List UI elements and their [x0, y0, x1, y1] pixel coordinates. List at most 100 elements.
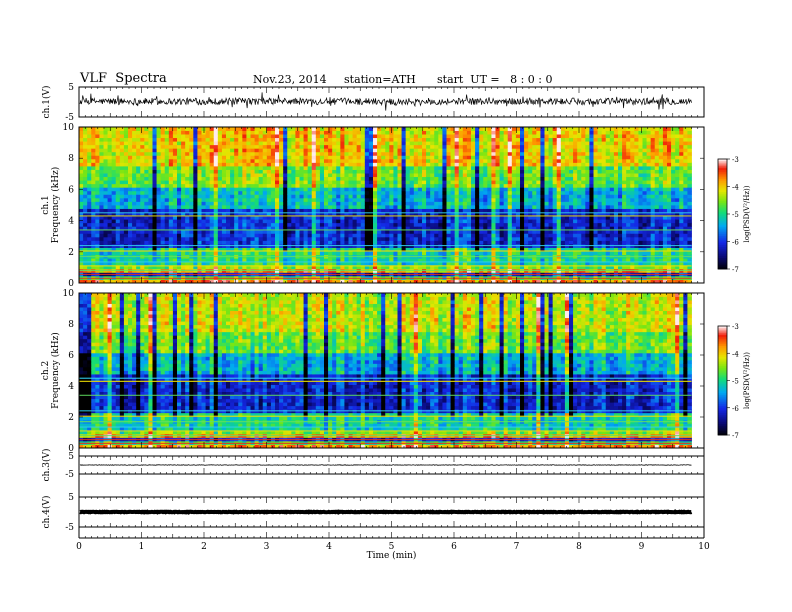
- spectrogram-cell: [217, 205, 223, 209]
- spectrogram-cell: [213, 194, 219, 199]
- spectrogram-cell: [324, 173, 329, 178]
- spectrogram-cell: [438, 183, 443, 188]
- spectrogram-cell: [250, 173, 255, 178]
- spectrogram-cell: [91, 190, 96, 195]
- spectrogram-cell: [266, 134, 272, 139]
- spectrogram-cell: [238, 151, 243, 156]
- spectrogram-cell: [348, 222, 353, 227]
- spectrogram-cell: [417, 148, 423, 153]
- spectrogram-cell: [152, 166, 157, 170]
- spectrogram-cell: [352, 176, 358, 181]
- spectrogram-cell: [283, 134, 288, 139]
- spectrogram-cell: [446, 151, 451, 156]
- spectrogram-cell: [377, 180, 382, 185]
- spectrogram-cell: [136, 233, 141, 238]
- spectrogram-cell: [230, 247, 235, 252]
- spectrogram-cell: [144, 247, 149, 252]
- spectrogram-cell: [462, 258, 468, 263]
- spectrogram-cell: [356, 194, 362, 199]
- spectrogram-cell: [413, 233, 419, 238]
- spectrogram-cell: [250, 226, 255, 231]
- spectrogram-cell: [507, 130, 513, 135]
- spectrogram-cell: [507, 141, 513, 146]
- spectrogram-cell: [119, 127, 125, 131]
- spectrogram-cell: [132, 212, 137, 217]
- spectrogram-cell: [136, 215, 141, 220]
- spectrogram-cell: [189, 162, 194, 167]
- spectrogram-cell: [458, 151, 464, 156]
- spectrogram-cell: [197, 205, 202, 209]
- spectrogram-cell: [262, 201, 268, 206]
- spectrogram-cell: [299, 222, 304, 227]
- spectrogram-cell: [442, 222, 447, 227]
- spectrogram-cell: [189, 215, 194, 220]
- spectrogram-cell: [442, 205, 447, 209]
- spectrogram-cell: [234, 194, 239, 199]
- spectrogram-cell: [340, 265, 345, 270]
- spectrogram-cell: [381, 169, 386, 174]
- spectrogram-cell: [242, 158, 247, 163]
- spectrogram-cell: [144, 233, 149, 238]
- spectrogram-cell: [328, 236, 333, 241]
- spectrogram-cell: [160, 208, 166, 213]
- spectrogram-cell: [422, 236, 427, 241]
- spectrogram-cell: [185, 247, 190, 252]
- spectrogram-cell: [491, 134, 496, 139]
- spectrogram-cell: [520, 261, 525, 266]
- spectrogram-cell: [491, 208, 496, 213]
- spectrogram-cell: [458, 265, 464, 270]
- spectrogram-cell: [401, 183, 407, 188]
- spectrogram-cell: [409, 173, 415, 178]
- spectrogram-cell: [201, 205, 206, 209]
- spectrogram-cell: [136, 212, 141, 217]
- spectrogram-cell: [381, 134, 386, 139]
- spectrogram-cell: [426, 222, 431, 227]
- spectrogram-cell: [405, 261, 411, 266]
- spectrogram-cell: [103, 183, 108, 188]
- spectrogram-cell: [475, 219, 480, 224]
- spectrogram-cell: [103, 261, 108, 266]
- spectrogram-cell: [254, 176, 260, 181]
- spectrogram-cell: [115, 130, 121, 135]
- spectrogram-cell: [413, 137, 419, 142]
- spectrogram-cell: [103, 205, 108, 209]
- spectrogram-cell: [103, 176, 108, 181]
- spectrogram-cell: [377, 141, 382, 146]
- spectrogram-cell: [426, 258, 431, 263]
- spectrogram-cell: [471, 251, 476, 256]
- spectrogram-cell: [103, 173, 108, 178]
- spectrogram-cell: [511, 229, 517, 234]
- spectrogram-cell: [168, 176, 174, 181]
- spectrogram-cell: [446, 190, 451, 195]
- spectrogram-cell: [471, 187, 476, 192]
- spectrogram-cell: [413, 208, 419, 213]
- spectrogram-cell: [324, 148, 329, 153]
- spectrogram-cell: [364, 247, 370, 252]
- spectrogram-cell: [83, 222, 88, 227]
- spectrogram-cell: [434, 226, 439, 231]
- spectrogram-cell: [144, 180, 149, 185]
- spectrogram-cell: [393, 265, 398, 270]
- spectrogram-cell: [426, 261, 431, 266]
- spectrogram-cell: [152, 148, 157, 153]
- spectrogram-cell: [266, 197, 272, 202]
- spectrogram-cell: [442, 151, 447, 156]
- spectrogram-cell: [197, 251, 202, 256]
- spectrogram-cell: [499, 279, 505, 284]
- spectrogram-cell: [434, 176, 439, 181]
- spectrogram-cell: [189, 166, 194, 170]
- spectrogram-cell: [144, 148, 149, 153]
- spectrogram-cell: [144, 197, 149, 202]
- spectrogram-cell: [270, 166, 276, 170]
- spectrogram-cell: [319, 187, 325, 192]
- spectrogram-cell: [262, 169, 268, 174]
- spectrogram-cell: [413, 222, 419, 227]
- spectrogram-cell: [348, 226, 353, 231]
- spectrogram-cell: [401, 162, 407, 167]
- spectrogram-cell: [311, 134, 317, 139]
- spectrogram-cell: [209, 187, 215, 192]
- spectrogram-cell: [115, 279, 121, 284]
- spectrogram-cell: [466, 166, 472, 170]
- spectrogram-cell: [434, 197, 439, 202]
- spectrogram-cell: [328, 208, 333, 213]
